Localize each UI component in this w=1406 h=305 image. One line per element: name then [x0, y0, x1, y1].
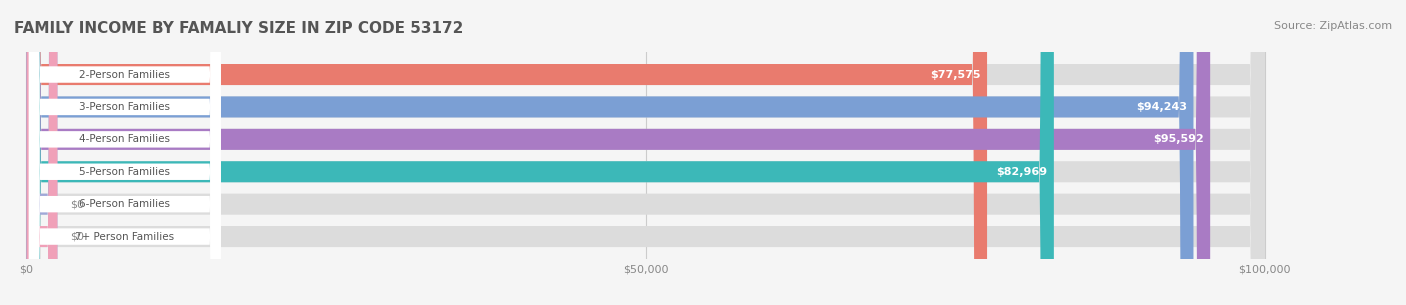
FancyBboxPatch shape: [30, 0, 221, 305]
Text: 4-Person Families: 4-Person Families: [79, 134, 170, 144]
Text: 5-Person Families: 5-Person Families: [79, 167, 170, 177]
FancyBboxPatch shape: [30, 0, 221, 305]
Text: 7+ Person Families: 7+ Person Families: [76, 231, 174, 242]
FancyBboxPatch shape: [30, 0, 221, 305]
FancyBboxPatch shape: [27, 0, 1265, 305]
FancyBboxPatch shape: [27, 0, 987, 305]
FancyBboxPatch shape: [27, 0, 1265, 305]
FancyBboxPatch shape: [27, 0, 1265, 305]
FancyBboxPatch shape: [27, 0, 1265, 305]
FancyBboxPatch shape: [27, 0, 58, 305]
Text: 6-Person Families: 6-Person Families: [79, 199, 170, 209]
FancyBboxPatch shape: [30, 0, 221, 305]
Text: $77,575: $77,575: [931, 70, 981, 80]
FancyBboxPatch shape: [27, 0, 58, 305]
Text: Source: ZipAtlas.com: Source: ZipAtlas.com: [1274, 21, 1392, 31]
FancyBboxPatch shape: [27, 0, 1265, 305]
Text: 3-Person Families: 3-Person Families: [79, 102, 170, 112]
FancyBboxPatch shape: [30, 0, 221, 305]
Text: $0: $0: [70, 199, 84, 209]
Text: 2-Person Families: 2-Person Families: [79, 70, 170, 80]
FancyBboxPatch shape: [27, 0, 1194, 305]
Text: $82,969: $82,969: [997, 167, 1047, 177]
Text: $94,243: $94,243: [1136, 102, 1187, 112]
FancyBboxPatch shape: [27, 0, 1211, 305]
FancyBboxPatch shape: [27, 0, 1054, 305]
Text: $0: $0: [70, 231, 84, 242]
Text: $95,592: $95,592: [1153, 134, 1204, 144]
FancyBboxPatch shape: [30, 0, 221, 305]
Text: FAMILY INCOME BY FAMALIY SIZE IN ZIP CODE 53172: FAMILY INCOME BY FAMALIY SIZE IN ZIP COD…: [14, 21, 464, 36]
FancyBboxPatch shape: [27, 0, 1265, 305]
